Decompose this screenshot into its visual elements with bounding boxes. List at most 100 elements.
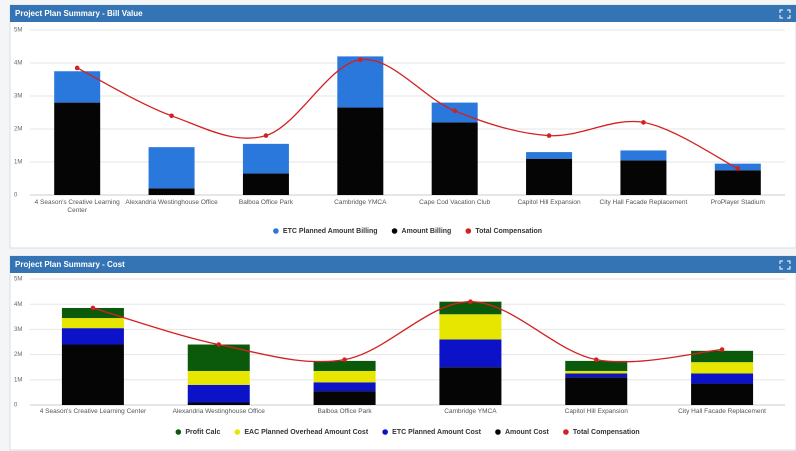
legend-marker <box>391 228 398 234</box>
x-tick-label-box: 4 Season's Creative Learning Center <box>39 408 147 415</box>
line-point <box>719 347 725 352</box>
bar-segment <box>61 318 124 329</box>
line-point <box>263 133 269 138</box>
legend-label: ETC Planned Amount Cost <box>392 429 481 436</box>
y-tick-label: 3M <box>14 94 22 100</box>
bar-segment <box>439 339 502 368</box>
y-tick-label: 0 <box>14 193 18 199</box>
x-tick-label-box: Alexandria Westinghouse Office <box>125 199 218 206</box>
x-tick-label: Balboa Office Park <box>317 408 372 415</box>
x-tick-label: 4 Season's Creative Learning Center <box>39 408 147 415</box>
x-tick-label-box: ProPlayer Stadium <box>710 199 765 206</box>
bar-segment <box>187 384 250 403</box>
bar-segment <box>313 360 376 371</box>
x-tick-label: City Hall Facade Replacement <box>678 408 766 415</box>
x-tick-label-box: Capitol Hill Expansion <box>564 408 628 415</box>
bar-segment <box>526 158 573 195</box>
x-tick-label-box: 4 Season's Creative Learning Center <box>35 199 120 214</box>
bar-segment <box>565 360 628 371</box>
bar-segment <box>620 160 667 195</box>
line-point <box>169 113 174 119</box>
bar-segment <box>337 107 384 195</box>
legend-marker <box>465 228 472 234</box>
line-point <box>216 342 222 347</box>
bar-segment <box>691 383 754 405</box>
line-point <box>358 57 363 62</box>
bar-segment <box>187 402 250 405</box>
x-tick-label: Balboa Office Park <box>238 199 293 206</box>
bar-segment <box>313 391 376 405</box>
y-tick-label: 4M <box>14 302 22 308</box>
x-tick-label-box: Capitol Hill Expansion <box>517 199 580 206</box>
x-tick-label: Cambridge YMCA <box>334 199 387 206</box>
bar-segment <box>691 362 754 374</box>
x-tick-label-box: Balboa Office Park <box>238 199 293 206</box>
line-point <box>468 299 473 304</box>
legend: Profit Calc EAC Planned Overhead Amount C… <box>175 429 640 436</box>
bar-segment <box>337 56 384 108</box>
legend-marker <box>234 429 241 435</box>
bar-segment <box>714 170 761 195</box>
line-point <box>641 120 646 125</box>
bar-segment <box>61 328 124 345</box>
legend-marker <box>273 228 279 234</box>
line-point <box>735 166 741 171</box>
legend-label: Total Compensation <box>475 228 542 235</box>
expand-icon[interactable] <box>779 9 791 19</box>
bar-segment <box>54 71 101 103</box>
bar-segment <box>187 344 250 371</box>
x-tick-label-box: City Hall Facade Replacement <box>599 199 688 206</box>
expand-icon[interactable] <box>779 260 791 270</box>
bar-segment <box>242 143 289 174</box>
line-point <box>74 65 80 71</box>
x-tick-label-box: Cambridge YMCA <box>444 408 496 415</box>
y-tick-label: 4M <box>14 61 22 67</box>
bar-segment <box>313 370 376 383</box>
bar-segment <box>565 377 628 405</box>
x-tick-label: ProPlayer Stadium <box>710 199 765 206</box>
legend-label: ETC Planned Amount Billing <box>283 228 378 235</box>
legend-marker <box>382 429 388 435</box>
bar-segment <box>439 314 502 340</box>
x-tick-label-box: Balboa Office Park <box>317 408 372 415</box>
x-tick-label-box: Cape Cod Vacation Club <box>419 199 491 206</box>
bar-segment <box>313 382 376 392</box>
legend-label: Amount Billing <box>402 228 452 235</box>
panel <box>9 255 796 451</box>
line-point <box>593 357 599 362</box>
line <box>92 301 723 363</box>
y-tick-label: 1M <box>14 377 22 383</box>
line-point <box>342 357 347 362</box>
bar-segment <box>439 301 502 315</box>
x-tick-label: Cape Cod Vacation Club <box>419 199 491 206</box>
bar-segment <box>431 122 478 195</box>
bar-segment <box>54 102 101 195</box>
x-tick-label: Alexandria Westinghouse Office <box>125 199 218 206</box>
panel-title: Project Plan Summary - Cost <box>15 260 125 269</box>
panel <box>9 4 796 249</box>
panel-header <box>10 5 796 22</box>
legend-label: Profit Calc <box>185 429 220 436</box>
x-tick-label: Alexandria Westinghouse Office <box>172 408 265 415</box>
bar-segment <box>691 350 754 363</box>
bar-segment <box>61 344 124 405</box>
x-tick-label: City Hall Facade Replacement <box>599 199 688 206</box>
x-tick-label-box: Alexandria Westinghouse Office <box>172 408 265 415</box>
y-tick-label: 1M <box>14 160 22 166</box>
bar-segment <box>526 152 573 159</box>
bar-segment <box>148 188 195 195</box>
bar-segment <box>187 370 250 385</box>
panel-title: Project Plan Summary - Bill Value <box>15 9 143 18</box>
bar-segment <box>565 373 628 378</box>
legend-label: Amount Cost <box>505 429 550 436</box>
line-point <box>452 108 457 114</box>
bar-segment <box>565 370 628 374</box>
bar-segment <box>439 367 502 405</box>
x-tick-label: Capitol Hill Expansion <box>564 408 628 415</box>
bar-segment <box>620 150 667 161</box>
legend-label: Total Compensation <box>573 429 640 436</box>
bar-segment <box>61 307 124 319</box>
legend-label: EAC Planned Overhead Amount Cost <box>244 429 368 436</box>
